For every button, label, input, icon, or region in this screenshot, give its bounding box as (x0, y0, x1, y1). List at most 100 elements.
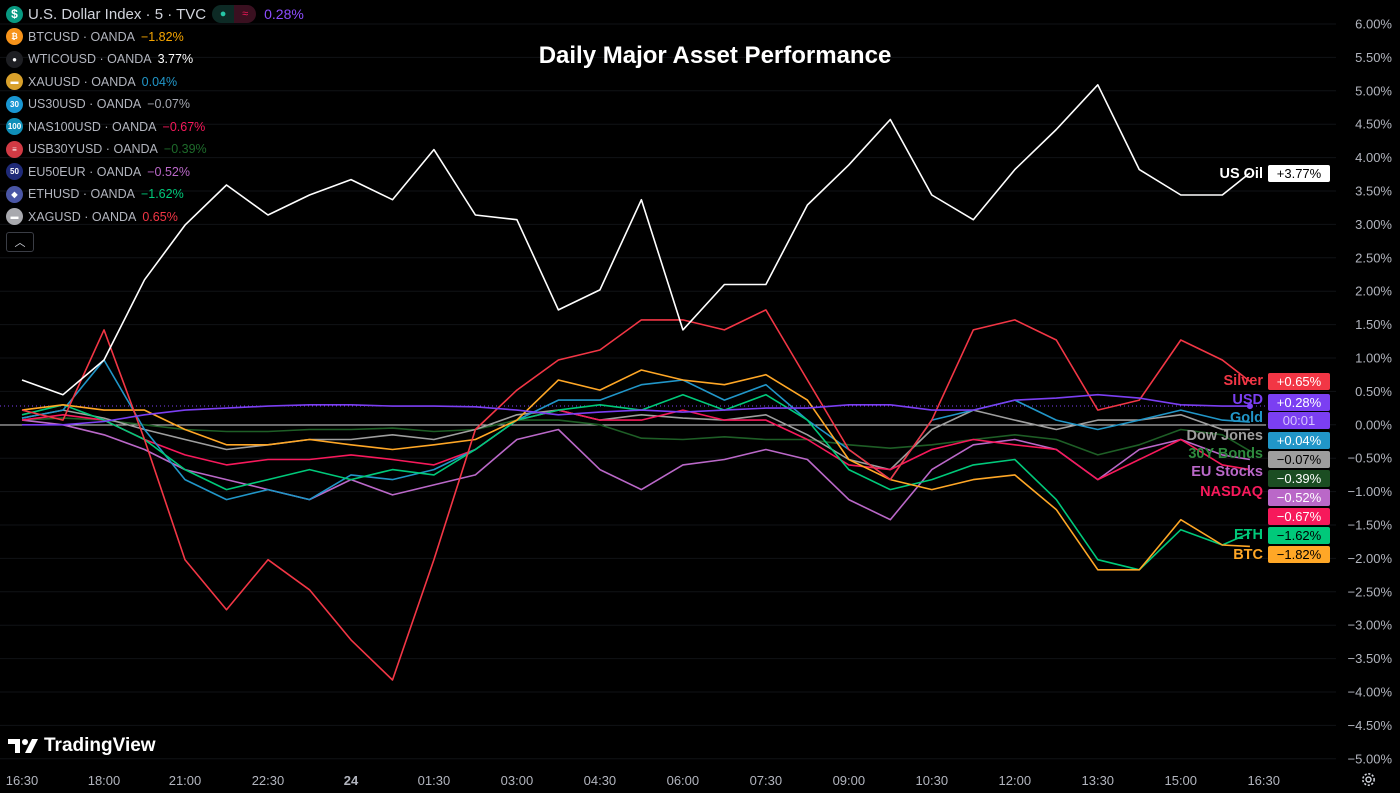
last-value-badge-btc: −1.82% (1268, 546, 1330, 563)
series-line-30y-bonds[interactable] (21, 417, 1251, 456)
end-label-eth: ETH (1234, 527, 1263, 543)
end-label-gold: Gold (1229, 410, 1263, 426)
y-tick-label: −3.00% (1348, 618, 1393, 633)
x-tick-label: 21:00 (169, 773, 202, 788)
market-status-pill[interactable]: ● ≈ (212, 5, 257, 24)
legend-value: −1.62% (140, 187, 184, 202)
end-label-nasdaq: NASDAQ (1200, 484, 1263, 500)
legend-value: −0.07% (147, 97, 190, 112)
silver-bar-icon: ▬ (6, 208, 23, 226)
last-value-badge-usd: +0.28% (1268, 394, 1330, 411)
settings-gear-icon[interactable] (1360, 771, 1377, 788)
legend-symbol: US30USD · OANDA (28, 97, 142, 112)
x-tick-label: 15:00 (1164, 773, 1197, 788)
y-tick-label: −2.00% (1348, 551, 1393, 566)
y-tick-label: 3.00% (1355, 217, 1392, 232)
us-flag-icon: ≡ (6, 140, 23, 158)
x-tick-label: 16:30 (1247, 773, 1280, 788)
legend-row[interactable]: 100 NAS100USD · OANDA −0.67% (6, 116, 304, 139)
legend-row[interactable]: ● WTICOUSD · OANDA 3.77% (6, 48, 304, 71)
end-label-30y-bonds: 30Y Bonds (1188, 446, 1263, 462)
nas100-icon: 100 (6, 118, 23, 136)
end-label-silver: Silver (1223, 373, 1264, 389)
legend-main-value: 0.28% (264, 6, 304, 23)
y-tick-label: 2.00% (1355, 284, 1392, 299)
x-axis[interactable]: 16:30 18:00 21:00 22:30 24 01:30 03:00 04:30 06:… (6, 773, 1280, 788)
legend-value: −0.52% (147, 164, 190, 179)
legend-main-symbol: U.S. Dollar Index · 5 · TVC (28, 5, 207, 23)
last-value-badge-gold: +0.04% (1268, 432, 1330, 449)
legend-symbol: WTICOUSD · OANDA (28, 52, 152, 67)
y-tick-label: −3.50% (1348, 651, 1393, 666)
x-tick-label: 03:00 (501, 773, 534, 788)
x-tick-label: 10:30 (916, 773, 949, 788)
series-line-usd[interactable] (22, 393, 1250, 426)
gold-bar-icon: ▬ (6, 73, 23, 91)
legend-row[interactable]: 50 EU50EUR · OANDA −0.52% (6, 161, 304, 184)
legend-value: 0.65% (142, 209, 178, 224)
y-tick-label: 3.50% (1355, 184, 1392, 199)
end-label-eu-stocks: EU Stocks (1191, 464, 1263, 480)
series-line-nasdaq[interactable] (21, 409, 1251, 481)
legend-value: −1.82% (140, 29, 184, 44)
ethereum-icon: ◆ (6, 185, 23, 203)
x-tick-label: 07:30 (750, 773, 783, 788)
y-tick-label: −0.50% (1348, 451, 1393, 466)
x-tick-label: 12:00 (999, 773, 1032, 788)
end-label-btc: BTC (1233, 547, 1263, 563)
tradingview-logo[interactable]: TradingView (8, 735, 156, 757)
y-tick-label: 2.50% (1355, 250, 1392, 265)
last-value-badge-eth: −1.62% (1268, 527, 1330, 544)
y-tick-label: −1.00% (1348, 484, 1393, 499)
legend-symbol: USB30YUSD · OANDA (28, 142, 158, 157)
y-tick-label: −4.50% (1348, 718, 1393, 733)
series-line-silver[interactable] (21, 309, 1251, 681)
eu50-icon: 50 (6, 163, 23, 181)
y-tick-label: 6.00% (1355, 17, 1392, 32)
legend-symbol: XAUUSD · OANDA (28, 74, 136, 89)
legend-symbol: XAGUSD · OANDA (28, 209, 137, 224)
legend-row[interactable]: ≡ USB30YUSD · OANDA −0.39% (6, 138, 304, 161)
market-open-dot-icon: ● (212, 5, 235, 24)
y-axis[interactable]: 6.00% 5.50% 5.00% 4.50% 4.00% 3.50% 3.00% 2.50%… (1348, 17, 1393, 767)
legend-row-main[interactable]: $ U.S. Dollar Index · 5 · TVC ● ≈ 0.28% (6, 3, 304, 26)
bitcoin-icon: ₿ (6, 28, 23, 46)
legend-value: 3.77% (157, 52, 194, 67)
legend-value: −0.39% (163, 142, 207, 157)
series-lines (21, 84, 1253, 681)
series-line-eu-stocks[interactable] (21, 419, 1251, 521)
dollar-icon: $ (6, 5, 23, 23)
y-tick-label: −5.00% (1348, 751, 1393, 766)
y-tick-label: 5.00% (1355, 83, 1392, 98)
x-tick-label: 06:00 (667, 773, 700, 788)
legend-value: −0.67% (162, 119, 206, 134)
last-value-badge-silver: +0.65% (1268, 373, 1330, 390)
y-tick-label: −4.00% (1348, 685, 1393, 700)
x-tick-label: 16:30 (6, 773, 39, 788)
end-label-usd: USD (1232, 392, 1263, 408)
legend-row[interactable]: ▬ XAGUSD · OANDA 0.65% (6, 206, 304, 229)
collapse-legend-button[interactable]: ︿ (6, 232, 34, 252)
legend-row[interactable]: 30 US30USD · OANDA −0.07% (6, 93, 304, 116)
x-tick-label: 13:30 (1082, 773, 1115, 788)
legend-row[interactable]: ▬ XAUUSD · OANDA 0.04% (6, 71, 304, 94)
series-line-gold[interactable] (21, 359, 1250, 501)
legend-row[interactable]: ₿ BTCUSD · OANDA −1.82% (6, 26, 304, 49)
x-tick-label: 04:30 (584, 773, 617, 788)
legend: $ U.S. Dollar Index · 5 · TVC ● ≈ 0.28% … (6, 3, 304, 252)
y-tick-label: 1.00% (1355, 351, 1392, 366)
last-value-badge-nasdaq: −0.67% (1268, 508, 1330, 525)
end-label-us-oil: US Oil (1219, 166, 1263, 182)
y-tick-label: 5.50% (1355, 50, 1392, 65)
x-tick-label: 09:00 (833, 773, 866, 788)
brand-name: TradingView (44, 735, 156, 756)
us30-icon: 30 (6, 95, 23, 113)
y-tick-label: 1.50% (1355, 317, 1392, 332)
series-line-eth[interactable] (21, 393, 1251, 571)
x-tick-label: 18:00 (88, 773, 121, 788)
series-line-dow-jones[interactable] (21, 409, 1250, 471)
series-line-btc[interactable] (21, 369, 1250, 571)
legend-row[interactable]: ◆ ETHUSD · OANDA −1.62% (6, 183, 304, 206)
series-line-us-oil[interactable] (21, 84, 1251, 396)
